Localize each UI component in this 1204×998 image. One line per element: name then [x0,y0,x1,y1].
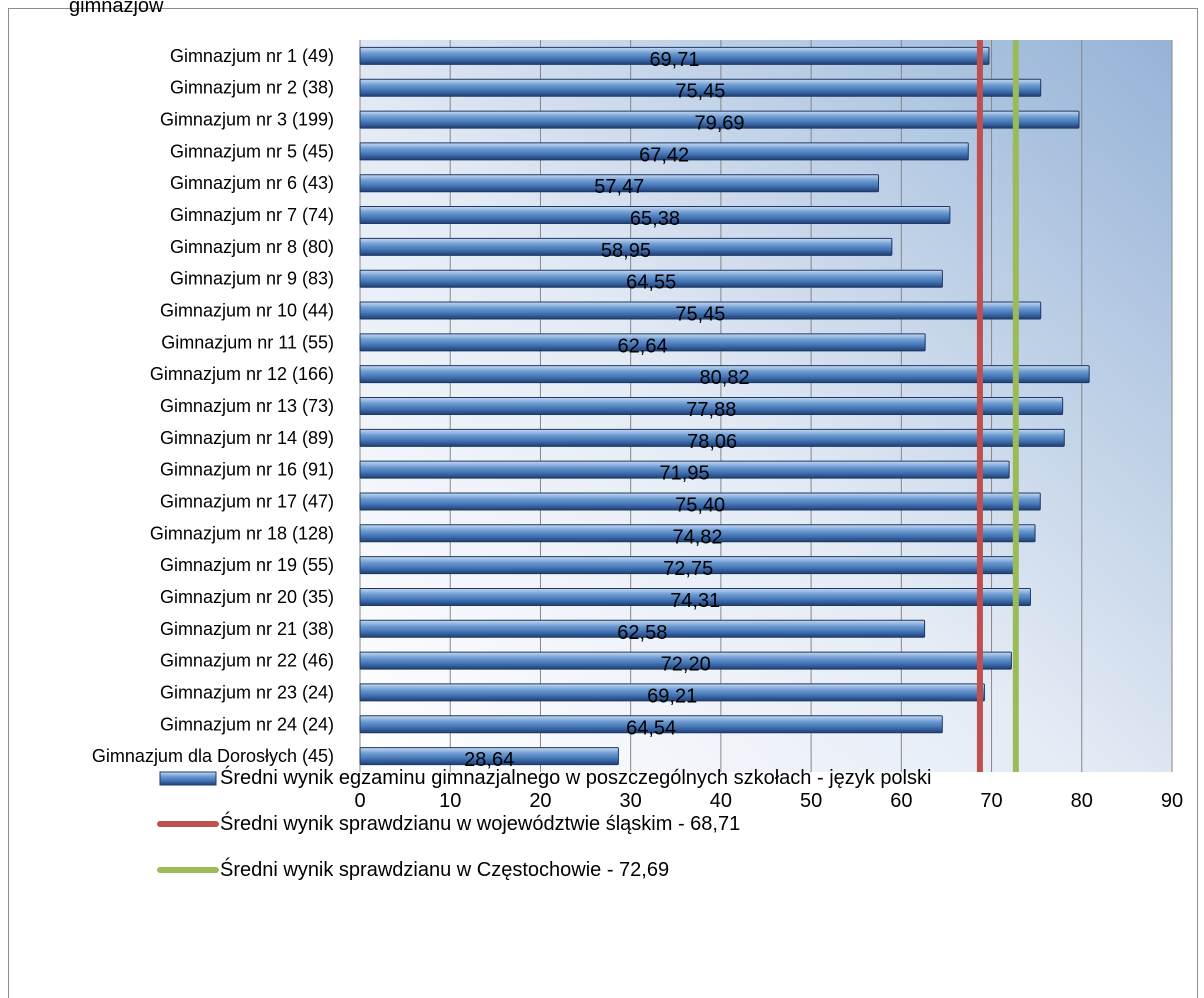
bar [359,397,1064,415]
data-label: 75,45 [675,81,725,103]
data-label: 62,64 [618,335,668,357]
data-label: 57,47 [594,176,644,198]
legend-bar-swatch [159,771,217,786]
bar [359,460,1010,479]
data-label: 75,40 [675,494,725,516]
x-tick-label: 0 [354,790,365,812]
bar [359,587,1031,606]
category-label: Gimnazjum nr 19 (55) [160,555,334,575]
legend-series-label: Średni wynik egzaminu gimnazjalnego w po… [220,765,931,789]
x-tick-label: 50 [800,790,822,812]
bar [359,428,1065,447]
bar [359,492,1041,511]
bar [359,237,893,256]
category-label: Gimnazjum nr 13 (73) [160,396,334,416]
category-label: Gimnazjum nr 18 (128) [150,523,334,543]
category-label: Gimnazjum nr 24 (24) [160,714,334,734]
legend-line-label: Średni wynik sprawdzianu w województwie … [220,811,740,835]
bar [359,301,1042,320]
bar [359,110,1080,129]
x-tick-label: 70 [980,790,1002,812]
x-tick-label: 80 [1071,790,1093,812]
data-label: 28,64 [464,749,514,771]
category-label: Gimnazjum nr 3 (199) [160,110,334,130]
category-label: Gimnazjum nr 9 (83) [170,269,334,289]
bar [359,46,990,65]
data-label: 74,82 [672,526,722,548]
category-label: Gimnazjum nr 1 (49) [170,46,334,66]
data-label: 64,55 [626,272,676,294]
x-tick-label: 40 [710,790,732,812]
bar [359,78,1042,97]
category-label: Gimnazjum nr 16 (91) [160,460,334,480]
data-label: 62,58 [617,622,667,644]
x-tick-label: 90 [1161,790,1183,812]
legend-line-label: Średni wynik sprawdzianu w Częstochowie … [220,857,669,881]
header-partial-text: gimnazjów [69,0,164,17]
bar [359,715,943,734]
bar [359,174,880,193]
bar [359,651,1012,670]
category-label: Gimnazjum nr 20 (35) [160,587,334,607]
category-label: Gimnazjum nr 22 (46) [160,651,334,671]
data-label: 74,31 [670,590,720,612]
x-tick-label: 30 [620,790,642,812]
bar [359,333,926,352]
data-label: 65,38 [630,208,680,230]
category-label: Gimnazjum nr 11 (55) [161,332,334,352]
data-label: 80,82 [700,367,750,389]
bar [359,206,951,225]
bar [359,365,1090,384]
bar [359,619,926,638]
data-label: 71,95 [660,463,710,485]
data-label: 58,95 [601,240,651,262]
category-label: Gimnazjum nr 5 (45) [170,141,334,161]
category-label: Gimnazjum nr 6 (43) [170,173,334,193]
x-tick-label: 60 [890,790,912,812]
category-label: Gimnazjum nr 10 (44) [160,301,334,321]
data-label: 69,71 [649,49,699,71]
x-tick-label: 20 [529,790,551,812]
bar [359,142,969,161]
data-label: 77,88 [686,399,736,421]
category-label: Gimnazjum nr 17 (47) [160,491,334,511]
bar [359,747,619,766]
category-label: Gimnazjum nr 21 (38) [160,619,334,639]
data-label: 78,06 [687,431,737,453]
x-tick-label: 10 [439,790,461,812]
bar [359,524,1036,543]
category-label: Gimnazjum nr 8 (80) [170,237,334,257]
data-label: 64,54 [626,717,676,739]
data-label: 69,21 [647,685,697,707]
bar [359,269,943,288]
category-label: Gimnazjum nr 7 (74) [170,205,334,225]
chart-frame: gimnazjów [8,0,1198,998]
data-label: 75,45 [675,304,725,326]
category-label: Gimnazjum nr 12 (166) [150,364,334,384]
category-label: Gimnazjum dla Dorosłych (45) [92,746,334,766]
category-label: Gimnazjum nr 14 (89) [160,428,334,448]
data-label: 79,69 [694,113,744,135]
data-label: 72,75 [663,558,713,580]
data-label: 72,20 [661,654,711,676]
bar [359,683,985,702]
data-label: 67,42 [639,144,689,166]
category-label: Gimnazjum nr 2 (38) [170,78,334,98]
category-label: Gimnazjum nr 23 (24) [160,682,334,702]
